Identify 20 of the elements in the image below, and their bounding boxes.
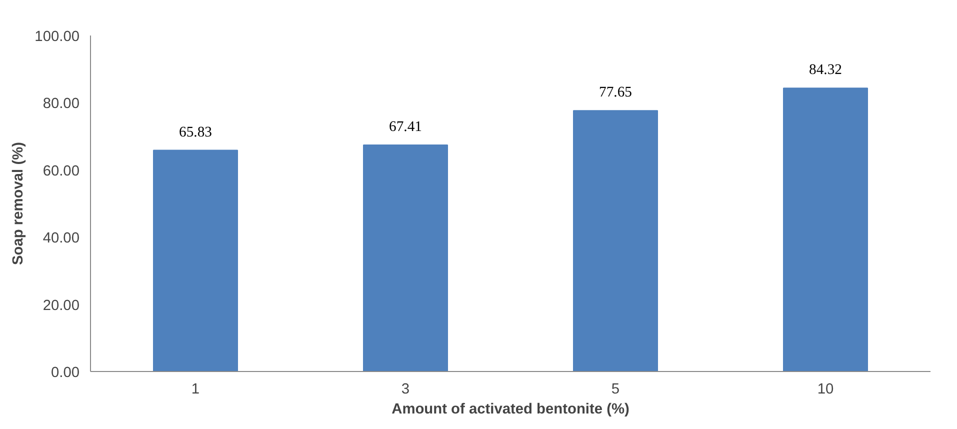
x-tick-label: 5 (611, 382, 620, 398)
x-tick-label: 3 (401, 382, 410, 398)
bar (573, 110, 658, 372)
data-label: 84.32 (809, 62, 842, 78)
y-tick-label: 80.00 (42, 96, 80, 112)
y-tick-label: 40.00 (42, 230, 80, 247)
bar (153, 150, 238, 372)
x-axis-title: Amount of activated bentonite (%) (392, 402, 630, 418)
y-tick-label: 100.00 (34, 29, 80, 45)
y-tick-label: 0.00 (50, 365, 80, 381)
bar (363, 144, 448, 372)
data-label: 77.65 (599, 84, 632, 101)
y-axis-title: Soap removal (%) (10, 142, 27, 265)
data-label: 67.41 (389, 119, 422, 135)
y-tick-label: 20.00 (42, 298, 80, 314)
x-tick-label: 1 (191, 382, 200, 398)
x-tick-label: 10 (817, 382, 834, 398)
y-tick-label: 60.00 (42, 163, 80, 180)
data-label: 65.83 (179, 124, 212, 140)
bar (783, 88, 868, 372)
